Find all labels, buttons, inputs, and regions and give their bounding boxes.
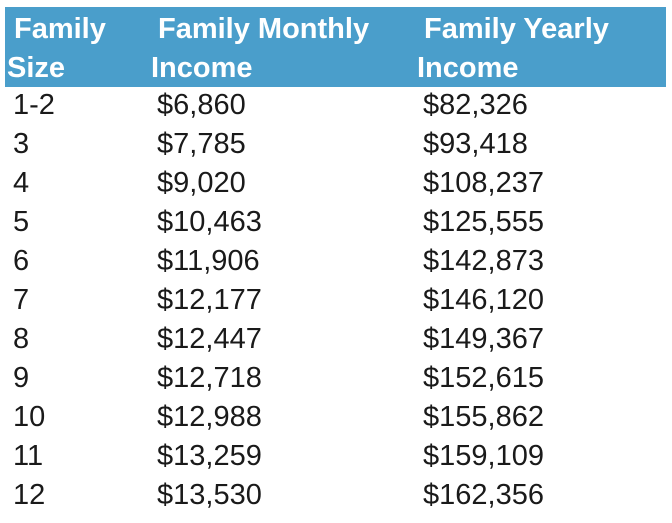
family-size-cell: 12 <box>13 479 46 511</box>
family-size-cell: 4 <box>13 167 30 199</box>
table-header: Family Size Family Monthly Income Family… <box>5 7 666 87</box>
yearly-income-cell: $162,356 <box>423 479 544 511</box>
header-monthly-income-line2: Income <box>151 52 253 84</box>
table-row: 12 $13,530 $162,356 <box>0 476 672 515</box>
table-row: 11 $13,259 $159,109 <box>0 437 672 476</box>
table-row: 6 $11,906 $142,873 <box>0 242 672 281</box>
table-row: 10 $12,988 $155,862 <box>0 398 672 437</box>
family-size-cell: 1-2 <box>13 89 55 121</box>
monthly-income-cell: $13,530 <box>157 479 262 511</box>
family-size-cell: 11 <box>13 440 44 472</box>
family-size-cell: 3 <box>13 128 30 160</box>
monthly-income-cell: $7,785 <box>157 128 246 160</box>
table-row: 3 $7,785 $93,418 <box>0 125 672 164</box>
family-size-cell: 5 <box>13 206 30 238</box>
monthly-income-cell: $12,718 <box>157 362 262 394</box>
family-size-cell: 7 <box>13 284 30 316</box>
table-row: 7 $12,177 $146,120 <box>0 281 672 320</box>
yearly-income-cell: $125,555 <box>423 206 544 238</box>
table-row: 1-2 $6,860 $82,326 <box>0 86 672 125</box>
yearly-income-cell: $159,109 <box>423 440 544 472</box>
yearly-income-cell: $108,237 <box>423 167 544 199</box>
table-row: 4 $9,020 $108,237 <box>0 164 672 203</box>
family-size-cell: 6 <box>13 245 30 277</box>
header-yearly-income-line2: Income <box>417 52 519 84</box>
yearly-income-cell: $152,615 <box>423 362 544 394</box>
monthly-income-cell: $11,906 <box>157 245 260 277</box>
monthly-income-cell: $13,259 <box>157 440 262 472</box>
yearly-income-cell: $142,873 <box>423 245 544 277</box>
header-family-size-line1: Family <box>14 13 106 45</box>
monthly-income-cell: $10,463 <box>157 206 262 238</box>
table-body: 1-2 $6,860 $82,326 3 $7,785 $93,418 4 $9… <box>0 86 672 515</box>
family-size-cell: 10 <box>13 401 46 433</box>
header-yearly-income-line1: Family Yearly <box>424 13 609 45</box>
monthly-income-cell: $12,177 <box>157 284 262 316</box>
monthly-income-cell: $6,860 <box>157 89 246 121</box>
yearly-income-cell: $149,367 <box>423 323 544 355</box>
family-size-cell: 8 <box>13 323 30 355</box>
family-size-cell: 9 <box>13 362 30 394</box>
yearly-income-cell: $82,326 <box>423 89 528 121</box>
monthly-income-cell: $12,447 <box>157 323 262 355</box>
monthly-income-cell: $9,020 <box>157 167 246 199</box>
table-row: 5 $10,463 $125,555 <box>0 203 672 242</box>
yearly-income-cell: $93,418 <box>423 128 528 160</box>
header-monthly-income-line1: Family Monthly <box>158 13 370 45</box>
table-row: 9 $12,718 $152,615 <box>0 359 672 398</box>
table-row: 8 $12,447 $149,367 <box>0 320 672 359</box>
yearly-income-cell: $155,862 <box>423 401 544 433</box>
header-family-size-line2: Size <box>7 52 66 84</box>
yearly-income-cell: $146,120 <box>423 284 544 316</box>
monthly-income-cell: $12,988 <box>157 401 262 433</box>
